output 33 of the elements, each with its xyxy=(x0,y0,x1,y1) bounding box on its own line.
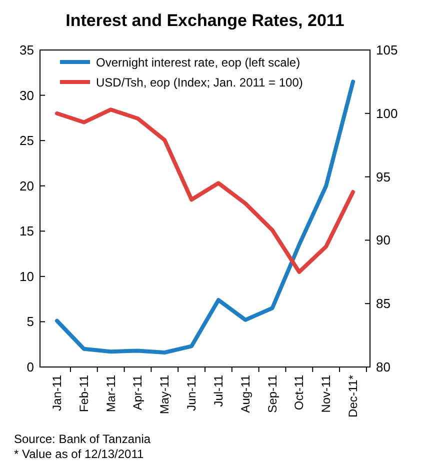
y-tick-label: 10 xyxy=(20,268,34,284)
y2-tick-label: 95 xyxy=(376,169,390,184)
y2-tick-label: 90 xyxy=(376,232,390,248)
x-tick-label: Jan-11 xyxy=(50,374,64,411)
y-tick-label: 20 xyxy=(20,178,34,194)
line-series xyxy=(55,108,355,274)
x-tick-label: Nov-11 xyxy=(319,374,334,413)
y-tick-label: 35 xyxy=(20,42,34,58)
y-tick-label: 0 xyxy=(26,360,34,374)
x-tick-label: Feb-11 xyxy=(76,374,91,412)
y2-tick-label: 80 xyxy=(376,360,390,374)
y-tick-label: 15 xyxy=(20,224,34,239)
text: * Value as of 12/13/2011 xyxy=(14,447,144,461)
x-tick-label: Jun-11 xyxy=(184,374,199,411)
source-note: Source: Bank of Tanzania xyxy=(14,432,151,446)
legend-label: USD/Tsh, eop (Index; Jan. 2011 = 100) xyxy=(96,76,303,90)
legend-label: Overnight interest rate, eop (left scale) xyxy=(96,56,300,70)
x-tick-label: Apr-11 xyxy=(130,374,145,410)
y2-tick-label: 100 xyxy=(376,106,398,121)
y2-tick-label: 85 xyxy=(376,296,390,312)
y-tick-label: 5 xyxy=(26,314,34,330)
x-tick-label: Aug-11 xyxy=(238,374,252,413)
line-series xyxy=(55,80,355,355)
x-tick-label: Oct-11 xyxy=(292,374,306,410)
chart-title: Interest and Exchange Rates, 2011 xyxy=(66,11,344,30)
x-tick-label: Sep-11 xyxy=(265,374,280,413)
y2-tick-label: 105 xyxy=(376,42,398,58)
x-tick-label: Dec-11* xyxy=(346,374,360,418)
y-tick-label: 30 xyxy=(20,88,34,103)
x-tick-label: Mar-11 xyxy=(104,374,118,412)
x-tick-label: May-11 xyxy=(158,374,172,414)
x-tick-label: Jul-11 xyxy=(211,374,226,407)
y-tick-label: 25 xyxy=(20,133,34,148)
